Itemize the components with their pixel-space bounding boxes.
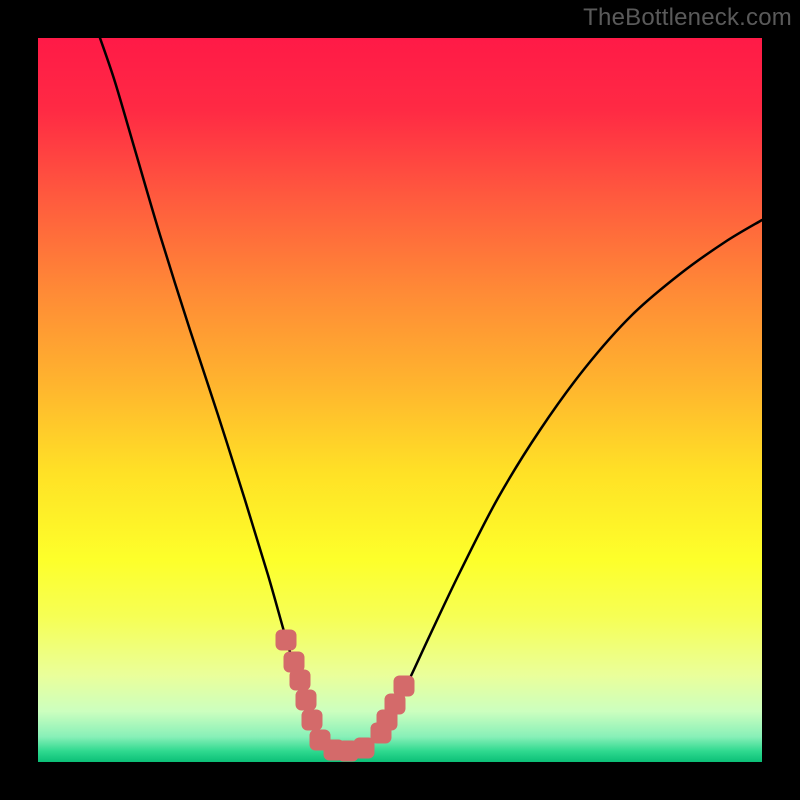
- chart-stage: TheBottleneck.com: [0, 0, 800, 800]
- bottleneck-chart: [0, 0, 800, 800]
- marker-left: [302, 710, 323, 731]
- marker-right: [385, 694, 406, 715]
- marker-left: [284, 652, 305, 673]
- marker-left: [276, 630, 297, 651]
- marker-left: [354, 738, 375, 759]
- watermark-text: TheBottleneck.com: [583, 4, 792, 32]
- plot-area: [38, 38, 762, 762]
- marker-left: [290, 670, 311, 691]
- marker-right: [394, 676, 415, 697]
- marker-left: [296, 690, 317, 711]
